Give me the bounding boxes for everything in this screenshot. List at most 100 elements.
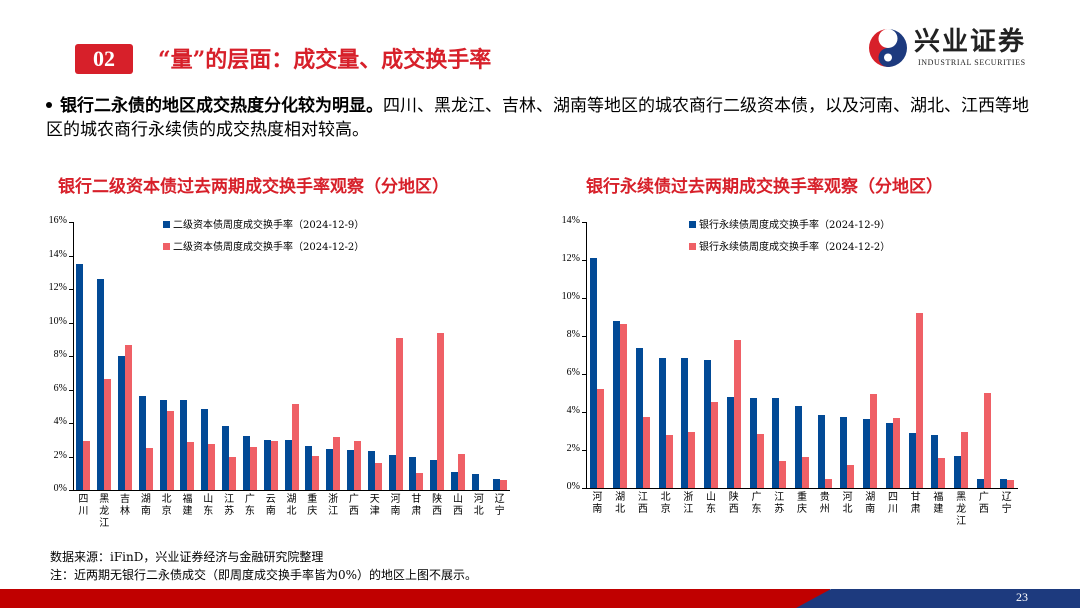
bar-current xyxy=(772,397,780,488)
bar-previous xyxy=(457,453,465,490)
footer-red-band xyxy=(0,589,830,608)
bar-current xyxy=(388,454,396,490)
y-tick-label: 4% xyxy=(53,416,67,427)
bar-current xyxy=(635,348,643,488)
bar-current xyxy=(326,448,334,490)
bar-current xyxy=(242,436,250,490)
legend-label: 二级资本债周度成交换手率（2024-12-2） xyxy=(173,242,365,253)
y-tick-mark xyxy=(582,374,586,375)
x-category-label: 湖南 xyxy=(865,492,876,515)
legend-label: 银行永续债周度成交换手率（2024-12-9） xyxy=(699,220,891,231)
y-tick-label: 4% xyxy=(566,405,580,416)
x-category-label: 江苏 xyxy=(774,492,785,515)
bar-current xyxy=(840,416,848,488)
bar-current xyxy=(471,474,479,490)
bar-current xyxy=(409,456,417,490)
bar-current xyxy=(885,423,893,488)
bar-current xyxy=(180,400,188,490)
bar-current xyxy=(76,263,84,490)
chart-note: 注：近两期无银行二永债成交（即周度成交换手率皆为0%）的地区上图不展示。 xyxy=(50,568,478,582)
bar-previous xyxy=(733,339,741,488)
x-category-label: 辽宁 xyxy=(1001,492,1012,515)
y-tick-mark xyxy=(69,289,73,290)
bar-previous xyxy=(802,456,809,488)
x-category-label: 四川 xyxy=(78,494,89,517)
bar-current xyxy=(159,399,167,490)
legend-label: 二级资本债周度成交换手率（2024-12-9） xyxy=(173,220,365,231)
y-tick-mark xyxy=(582,298,586,299)
x-category-label: 广西 xyxy=(348,494,359,517)
y-axis xyxy=(586,222,587,488)
y-tick-label: 0% xyxy=(566,481,580,492)
x-category-label: 山西 xyxy=(452,494,463,517)
bar-previous xyxy=(642,416,650,488)
x-category-label: 河南 xyxy=(390,494,401,517)
bar-current xyxy=(795,406,802,488)
bar-previous xyxy=(312,455,320,490)
bar-current xyxy=(97,278,105,490)
bar-current xyxy=(817,414,825,488)
bar-previous xyxy=(711,401,719,488)
bar-current xyxy=(222,426,230,490)
bar-current xyxy=(658,357,666,488)
y-tick-mark xyxy=(69,322,73,324)
legend-swatch-icon xyxy=(689,243,696,250)
bar-previous xyxy=(166,411,174,490)
bar-current xyxy=(492,479,500,490)
bar-previous xyxy=(249,447,257,490)
bar-current xyxy=(863,418,871,488)
x-category-label: 吉林 xyxy=(120,494,131,517)
x-category-label: 北京 xyxy=(161,494,172,517)
legend-item: 银行永续债周度成交换手率（2024-12-9） xyxy=(689,219,890,233)
legend-label: 银行永续债周度成交换手率（2024-12-2） xyxy=(699,242,891,253)
data-source: 数据来源：iFinD，兴业证券经济与金融研究院整理 xyxy=(50,550,324,564)
bar-current xyxy=(931,434,939,488)
x-category-label: 福建 xyxy=(933,492,944,515)
bar-previous xyxy=(779,461,787,488)
legend-item: 二级资本债周度成交换手率（2024-12-2） xyxy=(163,241,364,255)
y-tick-mark xyxy=(582,336,586,337)
bar-previous xyxy=(395,337,403,490)
logo-swirl-icon xyxy=(869,29,907,67)
legend-item: 银行永续债周度成交换手率（2024-12-2） xyxy=(689,241,890,255)
x-category-label: 四川 xyxy=(887,492,898,515)
x-axis xyxy=(586,488,1018,489)
y-tick-label: 6% xyxy=(566,367,580,378)
logo-text-en: INDUSTRIAL SECURITIES xyxy=(918,58,1026,67)
bar-previous xyxy=(499,479,507,490)
x-category-label: 辽宁 xyxy=(494,494,505,517)
company-logo: 兴业证券 INDUSTRIAL SECURITIES xyxy=(868,26,1058,72)
x-category-label: 浙江 xyxy=(328,494,339,517)
bar-current xyxy=(681,357,689,488)
y-tick-label: 6% xyxy=(53,382,67,394)
y-tick-mark xyxy=(582,222,586,223)
bullet-dot-icon xyxy=(46,101,52,108)
x-category-label: 江西 xyxy=(637,492,648,515)
x-category-label: 甘肃 xyxy=(411,494,422,517)
x-category-label: 重庆 xyxy=(307,494,318,517)
x-category-label: 湖南 xyxy=(140,494,151,517)
y-tick-label: 14% xyxy=(561,215,580,226)
x-category-label: 河北 xyxy=(842,492,853,515)
bar-previous xyxy=(229,456,237,490)
x-category-label: 湖北 xyxy=(286,494,297,517)
y-tick-mark xyxy=(69,389,73,391)
x-category-label: 重庆 xyxy=(797,492,807,515)
bar-previous xyxy=(333,437,341,490)
x-category-label: 山东 xyxy=(203,494,214,517)
left-chart-title: 银行二级资本债过去两期成交换手率观察（分地区） xyxy=(58,177,449,197)
y-tick-mark xyxy=(69,456,73,458)
x-category-label: 天津 xyxy=(369,494,380,517)
bar-previous xyxy=(915,313,923,488)
bar-current xyxy=(704,359,712,488)
section-title: “量”的层面：成交量、成交换手率 xyxy=(158,47,492,73)
y-tick-mark xyxy=(69,222,73,223)
footer-blue-band xyxy=(796,589,1080,608)
legend-item: 二级资本债周度成交换手率（2024-12-9） xyxy=(163,219,364,233)
right-chart-title: 银行永续债过去两期成交换手率观察（分地区） xyxy=(586,177,943,197)
bar-previous xyxy=(83,441,91,490)
section-number-badge: 02 xyxy=(75,44,133,74)
y-tick-label: 12% xyxy=(48,282,67,293)
bar-current xyxy=(118,356,126,490)
bar-previous xyxy=(756,433,764,488)
